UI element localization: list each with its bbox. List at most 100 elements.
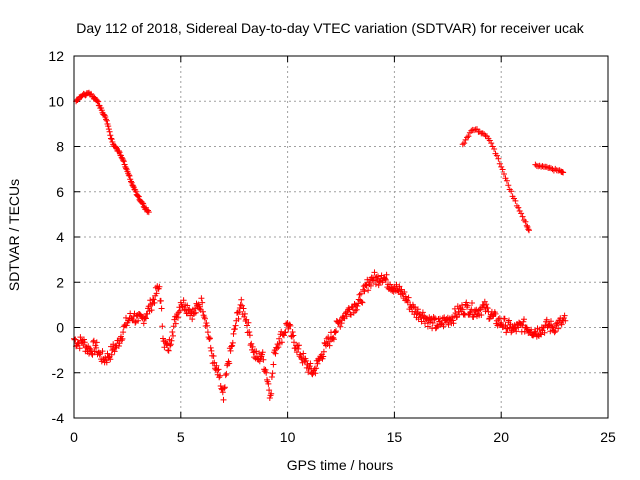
y-tick-label: 8 xyxy=(56,139,64,155)
data-point xyxy=(265,380,272,387)
data-point xyxy=(419,312,426,319)
data-point xyxy=(561,312,568,319)
data-point xyxy=(132,318,139,325)
data-point xyxy=(238,296,245,303)
data-point xyxy=(401,289,408,295)
data-point xyxy=(333,328,339,335)
data-point xyxy=(370,277,377,284)
data-point xyxy=(230,330,237,337)
data-point xyxy=(508,188,515,195)
data-point xyxy=(262,366,269,373)
y-tick-label: 0 xyxy=(56,320,64,336)
data-point xyxy=(87,346,94,353)
data-point xyxy=(550,324,557,330)
data-point xyxy=(555,325,562,332)
data-point xyxy=(91,348,98,355)
data-point xyxy=(116,340,123,347)
data-point xyxy=(486,137,493,144)
data-point xyxy=(311,365,318,372)
data-point xyxy=(272,350,279,357)
data-point xyxy=(286,321,293,328)
y-tick-label: 4 xyxy=(56,229,64,245)
data-point xyxy=(495,155,502,162)
data-point xyxy=(338,320,345,327)
data-point xyxy=(118,337,125,344)
data-point xyxy=(467,308,474,315)
data-point xyxy=(115,343,122,349)
plot-frame xyxy=(73,55,609,419)
data-point xyxy=(246,332,253,339)
data-point xyxy=(371,269,378,276)
y-tick-label: 6 xyxy=(56,184,64,200)
data-point xyxy=(140,320,147,327)
data-point xyxy=(488,140,495,147)
x-tick-label: 0 xyxy=(70,429,78,445)
data-point xyxy=(505,182,512,189)
data-point xyxy=(153,290,160,297)
data-point xyxy=(126,172,133,179)
data-point xyxy=(469,300,475,306)
data-point xyxy=(227,347,234,354)
data-point xyxy=(427,319,433,326)
data-point xyxy=(240,305,247,312)
data-point xyxy=(217,383,224,389)
x-tick-label: 15 xyxy=(387,429,403,445)
axis-ticks: 0 5 10 15 20 25 -4 -2 0 2 4 6 8 10 12 xyxy=(48,48,616,445)
data-point xyxy=(145,303,152,310)
data-point xyxy=(492,310,499,317)
data-point xyxy=(192,309,199,316)
chart-title: Day 112 of 2018, Sidereal Day-to-day VTE… xyxy=(76,20,585,36)
data-point xyxy=(167,341,174,348)
data-point xyxy=(367,282,374,289)
data-point xyxy=(157,297,164,304)
data-point xyxy=(111,348,118,355)
data-point xyxy=(116,149,123,156)
data-point xyxy=(237,301,244,308)
data-point xyxy=(144,208,151,215)
data-point xyxy=(430,314,437,320)
data-point xyxy=(167,342,174,349)
data-point xyxy=(288,333,295,340)
data-point xyxy=(142,315,149,322)
data-point xyxy=(163,341,170,348)
data-point xyxy=(256,358,263,365)
data-point xyxy=(548,318,554,325)
data-point xyxy=(504,325,511,332)
data-point xyxy=(228,343,235,350)
data-point xyxy=(445,321,452,328)
data-point xyxy=(521,316,527,323)
data-point xyxy=(325,338,332,345)
data-point xyxy=(275,344,282,351)
data-point xyxy=(145,207,151,214)
data-point xyxy=(558,321,565,328)
data-point xyxy=(210,353,217,359)
x-tick-label: 5 xyxy=(177,429,185,445)
data-point xyxy=(214,367,221,374)
data-point xyxy=(270,361,277,368)
data-point xyxy=(134,192,141,199)
data-point xyxy=(108,135,114,142)
data-point xyxy=(306,363,313,370)
data-point xyxy=(459,141,466,148)
data-point xyxy=(299,359,306,366)
data-point xyxy=(375,282,382,289)
data-point xyxy=(107,132,114,139)
data-point xyxy=(76,345,83,352)
data-point xyxy=(266,387,273,394)
data-point xyxy=(130,183,137,189)
data-point xyxy=(93,344,100,351)
data-point xyxy=(459,302,465,309)
data-point xyxy=(256,350,263,357)
data-point xyxy=(320,353,327,360)
data-point xyxy=(132,187,139,193)
data-point xyxy=(521,217,527,224)
data-point xyxy=(419,309,426,316)
data-point xyxy=(553,320,559,327)
data-point xyxy=(484,305,491,312)
data-point xyxy=(357,290,364,297)
data-point xyxy=(155,285,162,292)
data-point xyxy=(198,295,205,302)
y-tick-label: -2 xyxy=(52,365,65,381)
x-tick-label: 25 xyxy=(600,429,616,445)
